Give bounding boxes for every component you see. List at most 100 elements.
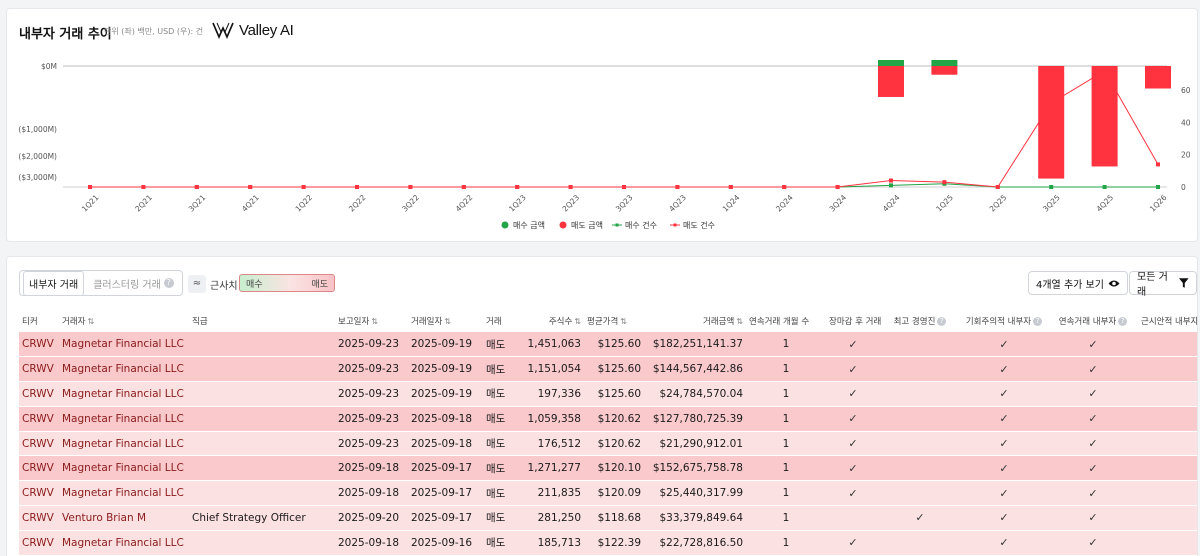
sort-icon: ⇅	[620, 316, 627, 326]
brand-name: Valley AI	[239, 21, 294, 39]
table-row[interactable]: CRWV Magnetar Financial LLC 2025-09-23 2025…	[19, 431, 1197, 457]
cell-consecutive-insider: ✓	[1048, 332, 1138, 358]
x-tick-label: 1Q25	[934, 193, 955, 214]
tab-insider-trades[interactable]: 내부자 거래	[23, 270, 85, 296]
sell-amount-bar	[878, 66, 904, 97]
cell-consecutive-insider: ✓	[1048, 381, 1138, 407]
table-row[interactable]: CRWV Magnetar Financial LLC 2025-09-23 2025…	[19, 406, 1197, 432]
chart-title: 내부자 거래 추이	[19, 27, 112, 42]
cell-trade-type: 매도	[483, 431, 516, 457]
cell-consecutive-months: 1	[746, 455, 826, 482]
sell-count-point	[782, 185, 787, 189]
table-row[interactable]: CRWV Magnetar Financial LLC 2025-09-18 2025…	[19, 480, 1197, 507]
buy-count-point	[1049, 185, 1054, 189]
cell-shares: 1,271,277	[516, 455, 584, 482]
col-header-myopic[interactable]: 근시안적 내부자?	[1141, 316, 1198, 327]
y-left-tick-label: ($3,000M)	[18, 173, 57, 182]
cell-consecutive-insider: ✓	[1048, 505, 1138, 531]
cell-report-date: 2025-09-20	[335, 505, 408, 531]
cell-myopic	[1138, 406, 1197, 432]
approx-icon[interactable]: ≈	[188, 275, 206, 293]
col-header-top-executive[interactable]: 최고 경영진?	[880, 309, 960, 332]
sell-count-point	[942, 180, 947, 185]
cell-trade-date: 2025-09-19	[408, 356, 483, 383]
cell-trade-type: 매도	[483, 455, 516, 482]
col-header-trade-date[interactable]: 거래일자 ⇅	[411, 316, 451, 327]
info-icon: ?	[1033, 316, 1043, 326]
table-row[interactable]: CRWV Magnetar Financial LLC 2025-09-23 2025…	[19, 381, 1197, 407]
sell-count-point	[728, 185, 733, 189]
y-left-tick-label: ($2,000M)	[18, 152, 57, 161]
all-trades-label: 모든 거래	[1137, 272, 1168, 298]
col-header-opportunistic[interactable]: 기회주의적 내부자?	[960, 309, 1048, 332]
cell-opportunistic: ✓	[960, 406, 1048, 432]
cell-myopic	[1138, 480, 1197, 507]
sort-icon: ⇅	[736, 316, 743, 326]
x-tick-label: 1Q23	[507, 193, 528, 214]
cell-position	[189, 332, 335, 358]
cell-trade-date: 2025-09-19	[408, 332, 483, 358]
cell-consecutive-months: 1	[746, 356, 826, 383]
cell-after-hours: ✓	[826, 332, 880, 358]
check-icon: ✓	[999, 412, 1009, 426]
cell-top-executive	[880, 381, 960, 407]
cell-position	[189, 530, 335, 556]
table-row[interactable]: CRWV Magnetar Financial LLC 2025-09-23 2025…	[19, 332, 1197, 358]
legend-label: 매수 금액	[513, 220, 545, 230]
cell-after-hours: ✓	[826, 356, 880, 383]
cell-avg-price: $120.09	[584, 480, 644, 507]
cell-consecutive-months: 1	[746, 530, 826, 556]
filter-icon	[1179, 278, 1189, 288]
y-right-tick-label: 60	[1181, 86, 1191, 95]
table-row[interactable]: CRWV Magnetar Financial LLC 2025-09-18 2025…	[19, 530, 1197, 556]
col-header-trade-type[interactable]: 거래	[486, 316, 502, 327]
cell-consecutive-insider: ✓	[1048, 406, 1138, 432]
col-header-consecutive-months[interactable]: 연속거래 개월 수	[749, 316, 810, 327]
sort-icon: ⇅	[371, 316, 378, 326]
x-tick-label: 4Q25	[1095, 193, 1116, 214]
cell-report-date: 2025-09-18	[335, 455, 408, 482]
show-more-columns-button[interactable]: 4개열 추가 보기	[1028, 271, 1128, 295]
cell-amount: $152,675,758.78	[644, 455, 746, 482]
eye-icon	[1108, 280, 1120, 286]
tab-cluster-trades[interactable]: 클러스터링 거래 ?	[88, 272, 179, 295]
table-header-row: 티커 거래자 ⇅ 직급 보고일자 ⇅ 거래일자 ⇅ 거래 주식수 ⇅ 평균가격 ⇅ 거래금…	[19, 309, 1197, 332]
col-header-after-hours[interactable]: 장마감 후 거래	[829, 316, 882, 327]
cell-myopic	[1138, 381, 1197, 407]
col-header-shares[interactable]: 주식수 ⇅	[548, 316, 581, 327]
table-row[interactable]: CRWV Magnetar Financial LLC 2025-09-23 2025…	[19, 356, 1197, 383]
chart-plot: $0M ($1,000M) ($2,000M) ($3,000M) 60 40 20 0 1Q2…	[18, 60, 1191, 230]
sell-count-point	[889, 178, 893, 183]
y-right-tick-label: 20	[1181, 151, 1191, 160]
cell-avg-price: $122.39	[584, 530, 644, 556]
cell-top-executive: ✓	[880, 505, 960, 531]
sell-count-point	[355, 185, 359, 189]
cell-myopic	[1138, 530, 1197, 556]
col-header-report-date[interactable]: 보고일자 ⇅	[338, 316, 378, 327]
cell-myopic	[1138, 431, 1197, 457]
cell-after-hours: ✓	[826, 431, 880, 457]
cell-amount: $127,780,725.39	[644, 406, 746, 432]
sell-count-point	[568, 185, 573, 189]
all-trades-filter-button[interactable]: 모든 거래	[1129, 271, 1197, 298]
table-row[interactable]: CRWV Venturo Brian M Chief Strategy Office…	[19, 505, 1197, 531]
cell-consecutive-months: 1	[746, 406, 826, 432]
sell-amount-bar	[1145, 66, 1171, 89]
cell-report-date: 2025-09-23	[335, 431, 408, 457]
col-header-ticker[interactable]: 티커	[22, 316, 38, 327]
table-row[interactable]: CRWV Magnetar Financial LLC 2025-09-18 2025…	[19, 455, 1197, 482]
x-tick-label: 4Q23	[667, 193, 688, 214]
x-tick-label: 3Q25	[1041, 193, 1062, 214]
col-header-trader[interactable]: 거래자 ⇅	[62, 316, 95, 327]
insider-trade-chart-card: 내부자 거래 추이 단위 (좌) 백만, USD (우): 건 Valley A…	[6, 8, 1198, 242]
col-header-consecutive-insider[interactable]: 연속거래 내부자?	[1048, 309, 1138, 332]
legend-label: 매수 건수	[625, 220, 657, 230]
buy-sell-gradient-legend: 매수 매도	[239, 274, 335, 292]
col-header-avg-price[interactable]: 평균가격 ⇅	[587, 316, 627, 327]
cell-shares: 1,059,358	[516, 406, 584, 432]
col-header-amount[interactable]: 거래금액 ⇅	[703, 316, 743, 327]
cell-shares: 185,713	[516, 530, 584, 556]
check-icon: ✓	[999, 387, 1009, 401]
col-header-position[interactable]: 직급	[192, 316, 208, 327]
sell-count-point	[1049, 101, 1054, 106]
